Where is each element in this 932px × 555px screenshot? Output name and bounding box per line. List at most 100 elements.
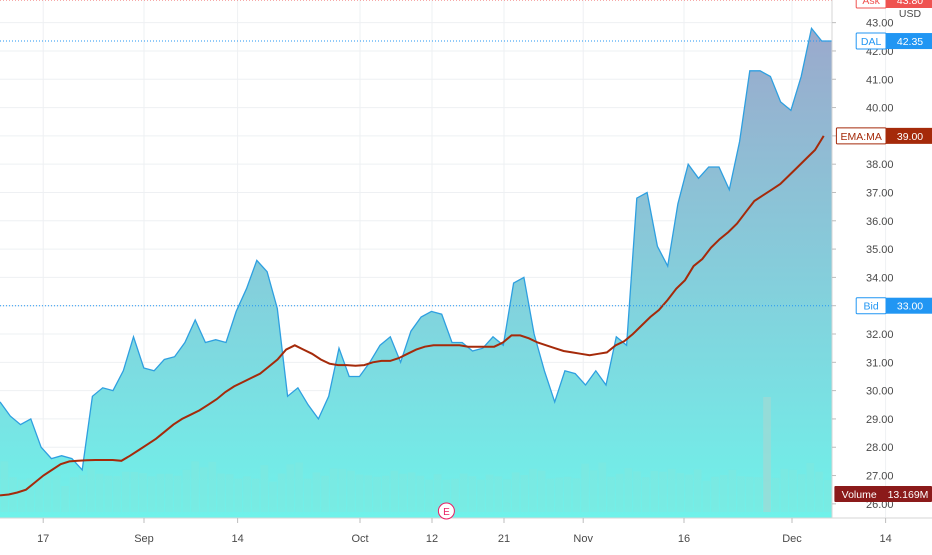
volume-bar-26 bbox=[225, 474, 234, 512]
volume-bar-15 bbox=[130, 472, 139, 512]
x-tick-label: Sep bbox=[134, 533, 154, 545]
volume-bar-82 bbox=[711, 476, 719, 512]
volume-bar-77 bbox=[667, 468, 676, 512]
volume-bar-1 bbox=[9, 477, 17, 512]
x-tick-label: 16 bbox=[678, 533, 690, 545]
volume-bar-28 bbox=[243, 476, 251, 512]
volume-bar-29 bbox=[251, 478, 260, 512]
y-tick-label: 36.00 bbox=[866, 216, 894, 228]
y-tick-label: 35.00 bbox=[866, 244, 894, 256]
y-tick-label: 27.00 bbox=[866, 471, 894, 483]
volume-bar-9 bbox=[78, 475, 87, 512]
volume-bar-3 bbox=[26, 478, 35, 512]
volume-bar-70 bbox=[607, 476, 615, 512]
volume-bar-45 bbox=[390, 470, 399, 512]
volume-bar-95 bbox=[823, 480, 832, 512]
volume-bar-72 bbox=[624, 468, 633, 512]
tag-value-box bbox=[886, 33, 932, 50]
volume-bar-17 bbox=[147, 476, 156, 512]
tag-box bbox=[834, 486, 932, 502]
volume-bar-56 bbox=[485, 474, 494, 512]
volume-bar-73 bbox=[633, 471, 641, 512]
price-area bbox=[0, 28, 832, 518]
volume-bar-65 bbox=[563, 476, 572, 512]
volume-bar-54 bbox=[468, 476, 477, 512]
volume-bar-23 bbox=[199, 467, 208, 512]
volume-bar-18 bbox=[156, 473, 165, 512]
volume-bar-49 bbox=[425, 479, 433, 512]
price-tag-ask: Ask 43.80 bbox=[855, 0, 932, 9]
volume-bar-76 bbox=[659, 471, 667, 512]
y-tick-label: 29.00 bbox=[866, 414, 894, 426]
volume-bar-94 bbox=[815, 471, 823, 512]
volume-bar-74 bbox=[641, 477, 650, 512]
x-tick-label: Dec bbox=[782, 533, 802, 545]
y-tick-label: 30.00 bbox=[866, 386, 894, 398]
x-tick-label: 14 bbox=[879, 533, 891, 545]
volume-bar-91 bbox=[789, 469, 797, 512]
volume-bar-36 bbox=[312, 472, 321, 512]
tag-label-box bbox=[855, 0, 887, 9]
tag-value-text: 13.169M bbox=[888, 489, 929, 501]
volume-bar-40 bbox=[347, 470, 355, 512]
volume-bar-71 bbox=[615, 473, 624, 512]
tag-value-box bbox=[886, 297, 932, 314]
volume-bar-22 bbox=[191, 461, 199, 512]
tag-value-text: 43.80 bbox=[897, 0, 923, 7]
volume-bar-85 bbox=[737, 476, 745, 512]
volume-bar-69 bbox=[598, 462, 607, 512]
y-tick-label: 37.00 bbox=[866, 187, 894, 199]
volume-bar-20 bbox=[173, 475, 182, 512]
volume-bar-33 bbox=[286, 464, 295, 512]
volume-bar-86 bbox=[745, 476, 754, 512]
volume-bar-7 bbox=[61, 486, 69, 512]
tag-value-box bbox=[886, 0, 932, 8]
volume-bar-53 bbox=[459, 473, 468, 512]
tag-label-text: DAL bbox=[861, 36, 882, 48]
volume-bar-48 bbox=[416, 475, 425, 512]
volume-bar-90 bbox=[780, 468, 789, 512]
y-tick-label: 32.00 bbox=[866, 329, 894, 341]
y-tick-label: 31.00 bbox=[866, 357, 894, 369]
x-tick-label: Oct bbox=[351, 533, 368, 545]
volume-bar-35 bbox=[303, 478, 312, 512]
volume-bar-8 bbox=[69, 477, 78, 512]
volume-bar-67 bbox=[581, 463, 589, 512]
volume-bar-50 bbox=[433, 474, 442, 512]
y-tick-label: 40.00 bbox=[866, 103, 894, 115]
price-lines bbox=[0, 0, 832, 307]
volume-bar-75 bbox=[650, 470, 659, 512]
x-tick-label: 17 bbox=[37, 533, 49, 545]
volume-bar-16 bbox=[139, 473, 147, 512]
volume-bar-63 bbox=[546, 478, 555, 512]
volume-bar-52 bbox=[451, 478, 459, 512]
event-marker-label: E bbox=[443, 507, 450, 518]
volume-bar-62 bbox=[537, 470, 546, 512]
volume-bar-5 bbox=[43, 473, 52, 512]
y-axis: 26.0027.0028.0029.0030.0031.0032.0033.00… bbox=[832, 18, 894, 511]
volume-bar-14 bbox=[121, 471, 130, 512]
volume-bar-4 bbox=[35, 479, 43, 512]
tag-value-text: 42.35 bbox=[897, 36, 923, 48]
volume-bar-47 bbox=[407, 472, 416, 512]
volume-bar-68 bbox=[589, 470, 598, 512]
price-line bbox=[0, 26, 832, 472]
volume-bar-46 bbox=[399, 473, 407, 512]
price-tag-volume: Volume 13.169M bbox=[834, 486, 932, 502]
ema-line bbox=[0, 135, 825, 497]
volume-bar-12 bbox=[104, 475, 113, 512]
volume-bar-41 bbox=[355, 474, 364, 512]
volume-bar-84 bbox=[728, 469, 737, 512]
event-marker[interactable]: E bbox=[437, 502, 455, 520]
y-tick-label: 43.00 bbox=[866, 18, 894, 30]
volume-bar-51 bbox=[442, 479, 451, 512]
volume-bar-57 bbox=[494, 476, 503, 512]
volume-bar-30 bbox=[260, 465, 269, 512]
x-tick-label: 12 bbox=[426, 533, 438, 545]
volume-bar-93 bbox=[806, 462, 815, 512]
y-tick-label: 41.00 bbox=[866, 74, 894, 86]
volume-bar-32 bbox=[277, 473, 286, 512]
volume-bars bbox=[0, 397, 832, 512]
